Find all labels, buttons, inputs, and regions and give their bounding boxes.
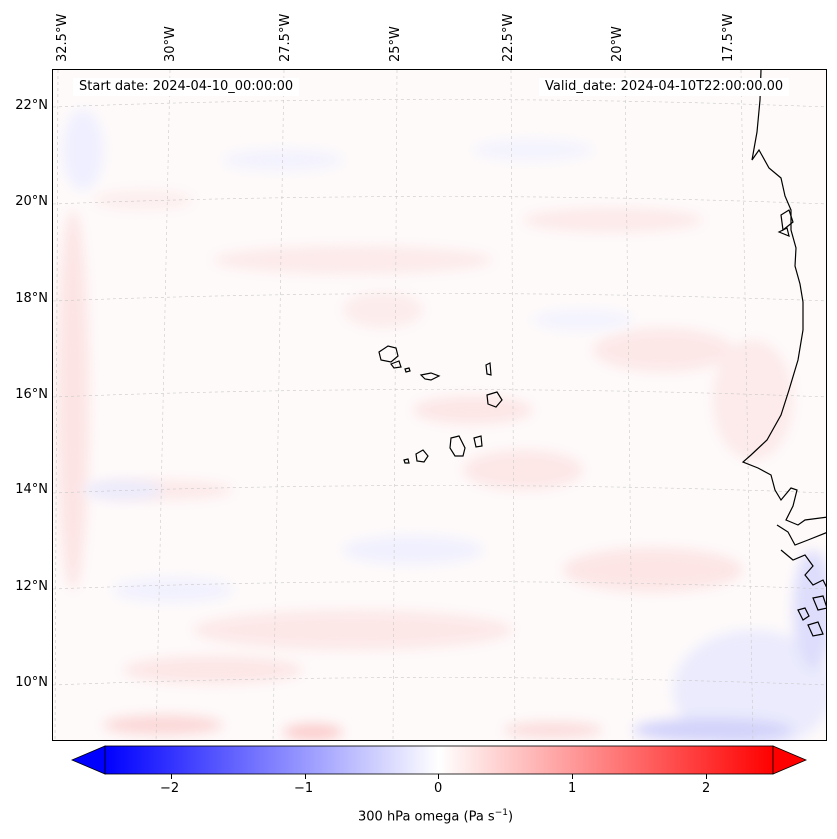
lon-label-32-5w: 32.5°W [55,13,70,62]
island-maio [473,435,483,448]
africa-coast-south [776,524,826,546]
lat-label-14n: 14°N [15,482,48,497]
bijagos-3 [807,621,824,637]
island-boa-vista [486,391,503,408]
colorbar-tick-1 [572,774,573,779]
colorbar-label-m1: −1 [294,781,314,796]
map-panel [52,69,827,741]
omega-field-map [53,70,826,740]
bijagos [797,607,810,621]
lon-label-20w: 20°W [610,26,625,62]
island-santo-antao [378,345,399,363]
island-brava [403,458,410,464]
colorbar-label-0: 0 [434,781,443,796]
island-sal [485,362,492,376]
lon-label-30w: 30°W [163,26,178,62]
lat-label-12n: 12°N [15,579,48,594]
bijagos-2 [812,595,826,611]
cape-verde-islands [378,345,503,464]
island-fogo [415,449,429,463]
island-santa-luzia [404,367,411,373]
colorbar-tick-m1 [305,774,306,779]
lon-label-25w: 25°W [388,26,403,62]
negative-omega-patches [63,110,826,740]
lon-label-17-5w: 17.5°W [721,13,736,62]
positive-omega-patches [57,190,793,740]
colorbar-title-close: ) [507,809,514,825]
colorbar-max-extend [772,745,808,775]
island-sao-nicolau [419,372,441,381]
colorbar [70,745,808,775]
africa-coast [741,70,826,526]
lat-label-20n: 20°N [15,194,48,209]
colorbar-label-2: 2 [702,781,711,796]
guinea-coast [780,549,826,588]
colorbar-min-extend [70,745,106,775]
colorbar-title: 300 hPa omega (Pa s−1) [358,808,513,824]
colorbar-gradient [104,745,774,775]
colorbar-title-text: 300 hPa omega (Pa s [358,809,495,825]
graticule [53,70,826,740]
coast-island-1 [780,209,794,232]
colorbar-tick-2 [706,774,707,779]
colorbar-tick-m2 [171,774,172,779]
lon-label-27-5w: 27.5°W [278,13,293,62]
island-santiago [449,435,466,457]
lat-label-18n: 18°N [15,291,48,306]
lat-label-16n: 16°N [15,387,48,402]
valid-date-label: Valid_date: 2024-04-10T22:00:00.00 [539,78,790,96]
coastline [741,70,826,637]
island-sao-vicente [390,360,402,369]
coast-island-2 [777,227,790,237]
lat-label-10n: 10°N [15,675,48,690]
start-date-label: Start date: 2024-04-10_00:00:00 [73,78,300,96]
lon-label-22-5w: 22.5°W [501,13,516,62]
colorbar-title-exponent: −1 [494,808,508,818]
colorbar-tick-0 [438,774,439,779]
colorbar-label-1: 1 [568,781,577,796]
colorbar-label-m2: −2 [160,781,180,796]
lat-label-22n: 22°N [15,98,48,113]
